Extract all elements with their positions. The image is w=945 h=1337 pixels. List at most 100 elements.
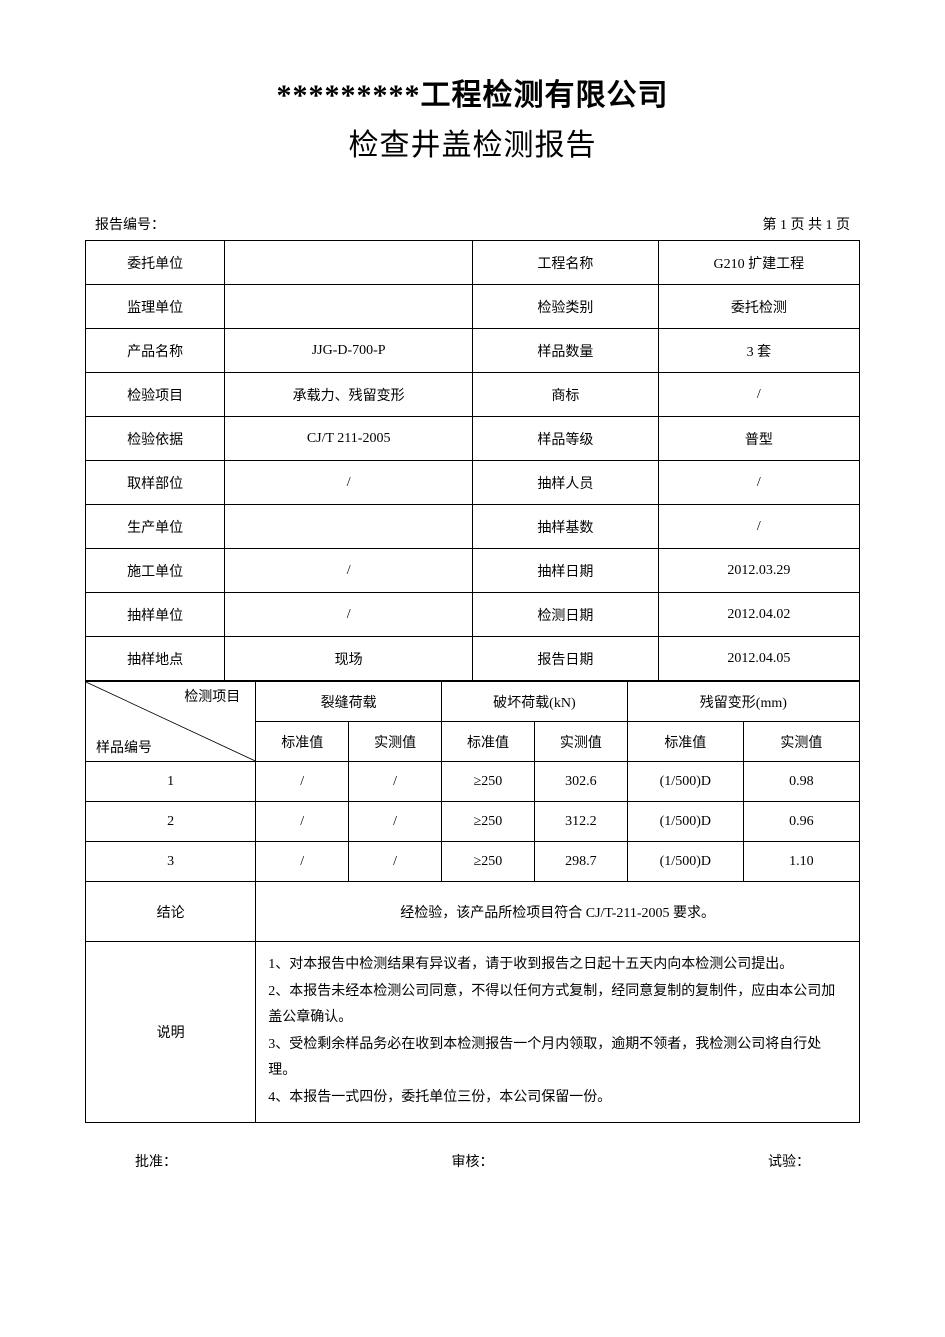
conclusion-text: 经检验，该产品所检项目符合 CJ/T-211-2005 要求。 <box>256 882 860 942</box>
sample-id: 1 <box>86 762 256 802</box>
info-label: 抽样地点 <box>86 637 225 681</box>
data-cell: ≥250 <box>442 762 535 802</box>
info-label: 检验依据 <box>86 417 225 461</box>
info-row: 产品名称JJG-D-700-P样品数量3 套 <box>86 329 860 373</box>
info-label: 抽样人员 <box>472 461 658 505</box>
sig-review: 审核： <box>452 1151 494 1171</box>
data-cell: 0.98 <box>743 762 859 802</box>
info-label: 产品名称 <box>86 329 225 373</box>
info-value: G210 扩建工程 <box>658 241 859 285</box>
info-value: / <box>658 373 859 417</box>
group-header-2: 破坏荷载(kN) <box>442 682 628 722</box>
info-label: 样品等级 <box>472 417 658 461</box>
info-row: 监理单位检验类别委托检测 <box>86 285 860 329</box>
info-row: 生产单位 抽样基数/ <box>86 505 860 549</box>
sample-id: 2 <box>86 802 256 842</box>
note-line: 2、本报告未经本检测公司同意，不得以任何方式复制，经同意复制的复制件，应由本公司… <box>268 979 847 1032</box>
info-label: 抽样单位 <box>86 593 225 637</box>
info-value <box>225 505 473 549</box>
info-value: CJ/T 211-2005 <box>225 417 473 461</box>
data-row: 1//≥250302.6(1/500)D0.98 <box>86 762 860 802</box>
info-value: 委托检测 <box>658 285 859 329</box>
info-value: / <box>225 461 473 505</box>
report-number-label: 报告编号： <box>95 214 165 234</box>
info-label: 检测日期 <box>472 593 658 637</box>
notes-content: 1、对本报告中检测结果有异议者，请于收到报告之日起十五天内向本检测公司提出。2、… <box>256 942 860 1123</box>
data-cell: / <box>256 842 349 882</box>
sub-header: 标准值 <box>256 722 349 762</box>
info-row: 委托单位 工程名称G210 扩建工程 <box>86 241 860 285</box>
data-cell: 298.7 <box>534 842 627 882</box>
info-value: / <box>225 593 473 637</box>
info-value: 2012.04.02 <box>658 593 859 637</box>
diag-top-label: 检测项目 <box>184 686 240 706</box>
info-label: 样品数量 <box>472 329 658 373</box>
info-row: 取样部位/抽样人员/ <box>86 461 860 505</box>
note-line: 3、受检剩余样品务必在收到本检测报告一个月内领取，逾期不领者，我检测公司将自行处… <box>268 1032 847 1085</box>
info-label: 抽样基数 <box>472 505 658 549</box>
signature-row: 批准： 审核： 试验： <box>85 1123 860 1171</box>
info-label: 报告日期 <box>472 637 658 681</box>
group-header-3: 残留变形(mm) <box>627 682 859 722</box>
notes-label: 说明 <box>86 942 256 1123</box>
info-value: / <box>225 549 473 593</box>
info-value <box>225 241 473 285</box>
info-label: 生产单位 <box>86 505 225 549</box>
diagonal-header-cell: 检测项目 样品编号 <box>86 682 256 762</box>
info-value <box>225 285 473 329</box>
sub-header: 实测值 <box>349 722 442 762</box>
diag-bottom-label: 样品编号 <box>96 737 152 757</box>
info-label: 商标 <box>472 373 658 417</box>
data-cell: / <box>256 762 349 802</box>
info-row: 抽样地点现场报告日期2012.04.05 <box>86 637 860 681</box>
info-label: 抽样日期 <box>472 549 658 593</box>
data-cell: / <box>349 802 442 842</box>
data-cell: / <box>256 802 349 842</box>
conclusion-label: 结论 <box>86 882 256 942</box>
info-value: 3 套 <box>658 329 859 373</box>
info-value: 现场 <box>225 637 473 681</box>
data-cell: 1.10 <box>743 842 859 882</box>
data-table: 检测项目 样品编号 裂缝荷载 破坏荷载(kN) 残留变形(mm) 标准值实测值标… <box>85 681 860 1123</box>
data-row: 2//≥250312.2(1/500)D0.96 <box>86 802 860 842</box>
data-cell: / <box>349 762 442 802</box>
data-cell: 0.96 <box>743 802 859 842</box>
sub-header: 实测值 <box>743 722 859 762</box>
report-title: 检查井盖检测报告 <box>85 120 860 164</box>
info-table: 委托单位 工程名称G210 扩建工程监理单位检验类别委托检测产品名称JJG-D-7… <box>85 240 860 681</box>
data-cell: ≥250 <box>442 802 535 842</box>
data-cell: / <box>349 842 442 882</box>
data-cell: (1/500)D <box>627 762 743 802</box>
sub-header: 实测值 <box>534 722 627 762</box>
note-line: 1、对本报告中检测结果有异议者，请于收到报告之日起十五天内向本检测公司提出。 <box>268 952 847 979</box>
info-label: 取样部位 <box>86 461 225 505</box>
sub-header: 标准值 <box>627 722 743 762</box>
data-cell: ≥250 <box>442 842 535 882</box>
sample-id: 3 <box>86 842 256 882</box>
info-row: 施工单位/抽样日期2012.03.29 <box>86 549 860 593</box>
info-row: 检验项目承载力、残留变形商标/ <box>86 373 860 417</box>
sub-header: 标准值 <box>442 722 535 762</box>
info-value: JJG-D-700-P <box>225 329 473 373</box>
company-title: *********工程检测有限公司 <box>85 70 860 114</box>
info-label: 施工单位 <box>86 549 225 593</box>
info-label: 检验项目 <box>86 373 225 417</box>
info-label: 检验类别 <box>472 285 658 329</box>
info-value: 普型 <box>658 417 859 461</box>
sig-approve: 批准： <box>135 1151 177 1171</box>
group-header-1: 裂缝荷载 <box>256 682 442 722</box>
data-cell: 312.2 <box>534 802 627 842</box>
report-header: 报告编号： 第 1 页 共 1 页 <box>85 214 860 240</box>
info-label: 委托单位 <box>86 241 225 285</box>
data-cell: (1/500)D <box>627 802 743 842</box>
sig-test: 试验： <box>768 1151 810 1171</box>
info-value: / <box>658 461 859 505</box>
data-cell: 302.6 <box>534 762 627 802</box>
info-row: 抽样单位/检测日期2012.04.02 <box>86 593 860 637</box>
page-indicator: 第 1 页 共 1 页 <box>763 214 851 234</box>
data-cell: (1/500)D <box>627 842 743 882</box>
info-value: 承载力、残留变形 <box>225 373 473 417</box>
info-label: 工程名称 <box>472 241 658 285</box>
note-line: 4、本报告一式四份，委托单位三份，本公司保留一份。 <box>268 1085 847 1112</box>
info-value: / <box>658 505 859 549</box>
